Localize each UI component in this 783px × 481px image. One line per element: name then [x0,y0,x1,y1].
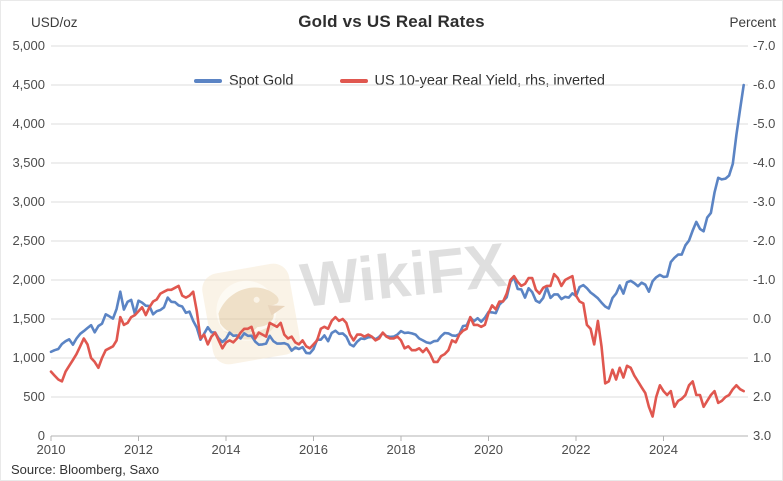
watermark-text: WikiFX [297,231,509,321]
tick-label: 4,000 [12,116,45,131]
gridlines [50,45,748,441]
spot-gold-line-swatch [194,79,222,83]
real-yield-line-swatch [339,79,368,83]
line-spot-gold [49,83,746,355]
tick-label: -2.0 [753,233,776,248]
tick-label: 2018 [386,442,416,457]
chart-title: Gold vs US Real Rates [298,12,485,31]
line-real-yield [49,272,746,418]
tick-label: 2024 [649,442,678,457]
tick-label: -6.0 [753,77,776,92]
tick-label: 1.0 [753,350,772,365]
left-axis-title: USD/oz [31,15,78,30]
tick-label: -1.0 [753,272,776,287]
source-note: Source: Bloomberg, Saxo [11,462,160,477]
data-series-lines [49,83,746,418]
tick-label: 2014 [211,442,241,457]
tick-label: 0.0 [753,311,772,326]
tick-label: 1,500 [12,311,45,326]
tick-label: 5,000 [12,38,45,53]
tick-label: -7.0 [753,38,776,53]
tick-label: 2022 [561,442,591,457]
tick-label: 3,500 [12,155,45,170]
tick-label: 4,500 [12,77,45,92]
tick-label: 2.0 [753,389,772,404]
tick-label: 3,000 [12,194,45,209]
tick-label: -4.0 [753,155,776,170]
right-axis-title: Percent [729,15,776,30]
wikifx-eagle-logo-icon [202,263,300,365]
tick-label: 2020 [474,442,503,457]
tick-label: -5.0 [753,116,776,131]
tick-label: 2012 [124,442,153,457]
tick-label: 2010 [36,442,66,457]
tick-label: 500 [23,389,45,404]
tick-label: 2016 [299,442,328,457]
tick-label: 1,000 [12,350,45,365]
tick-label: 2,500 [12,233,45,248]
tick-label: 0 [37,428,45,443]
tick-label: -3.0 [753,194,776,209]
tick-label: 3.0 [753,428,772,443]
tick-label: 2,000 [12,272,45,287]
